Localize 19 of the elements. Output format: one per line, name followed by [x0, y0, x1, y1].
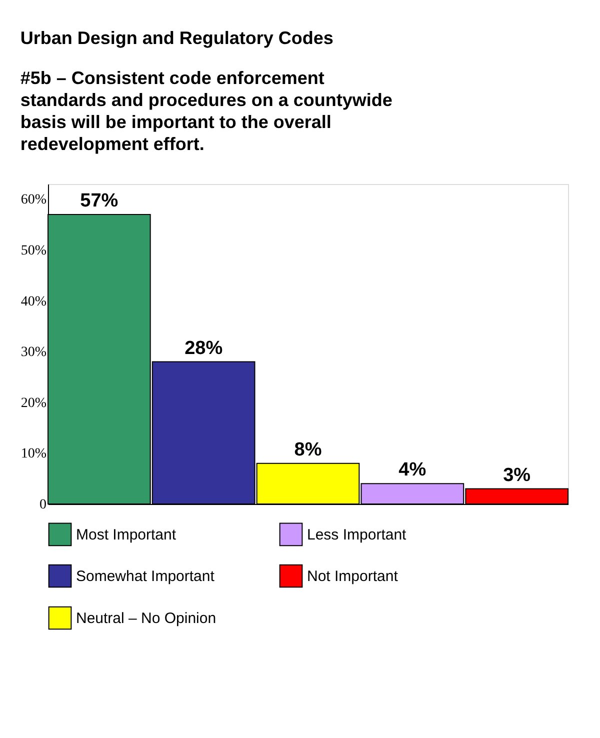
- y-tick-label: 20%: [20, 396, 47, 411]
- legend-label: Most Important: [76, 526, 177, 544]
- legend-label: Somewhat Important: [76, 568, 216, 585]
- y-tick-label: 50%: [20, 244, 47, 259]
- chart-title: Urban Design and Regulatory Codes: [20, 28, 334, 48]
- y-tick-label: 30%: [20, 345, 47, 360]
- y-tick-label: 10%: [20, 446, 47, 462]
- data-label: 3%: [503, 464, 531, 486]
- y-tick-label: 0: [40, 498, 46, 512]
- legend-label: Less Important: [307, 526, 408, 544]
- chart-subtitle: #5b – Consistent code enforcement standards and procedures on a countywide basis will be important to the overall redevelopment effort.: [20, 68, 392, 154]
- data-label: 8%: [294, 439, 322, 460]
- y-tick-label: 60%: [20, 192, 47, 208]
- legend-label: Neutral – No Opinion: [76, 610, 216, 627]
- data-label: 28%: [184, 338, 223, 359]
- y-tick-label: 40%: [20, 294, 47, 310]
- data-label: 57%: [80, 190, 118, 212]
- data-label: 4%: [398, 460, 426, 481]
- legend-label: Not Important: [307, 568, 399, 585]
